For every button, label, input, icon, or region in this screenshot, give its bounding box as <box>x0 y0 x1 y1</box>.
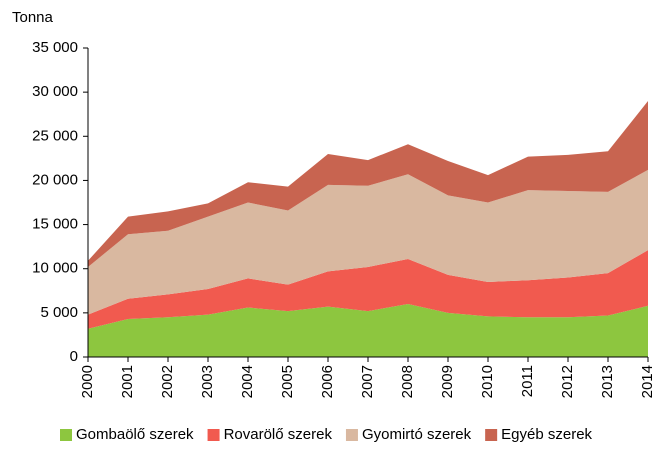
area <box>88 304 648 357</box>
x-tick-label: 2012 <box>559 365 576 398</box>
area <box>88 250 648 329</box>
x-tick-label: 2003 <box>199 365 216 398</box>
x-tick-label: 2007 <box>359 365 376 398</box>
y-tick-label: 5 000 <box>40 304 78 321</box>
x-tick-label: 2004 <box>239 365 256 398</box>
legend-label: Rovarölő szerek <box>224 426 333 443</box>
x-tick-label: 2010 <box>479 365 496 398</box>
x-tick-label: 2005 <box>279 365 296 398</box>
y-tick-label: 15 000 <box>32 216 78 233</box>
legend-swatch <box>60 429 72 441</box>
x-tick-label: 2000 <box>79 365 96 398</box>
x-tick-label: 2001 <box>119 365 136 398</box>
x-tick-label: 2009 <box>439 365 456 398</box>
y-tick-label: 0 <box>70 348 78 365</box>
y-tick-label: 10 000 <box>32 260 78 277</box>
y-tick-label: 30 000 <box>32 83 78 100</box>
legend-swatch <box>485 429 498 441</box>
x-tick-label: 2008 <box>399 365 416 398</box>
x-tick-label: 2006 <box>319 365 336 398</box>
area <box>88 169 648 315</box>
x-tick-label: 2011 <box>519 365 536 397</box>
area <box>88 100 648 267</box>
legend-label: Gyomirtó szerek <box>362 426 472 443</box>
x-tick-label: 2014 <box>639 365 656 398</box>
y-tick-label: 35 000 <box>32 39 78 56</box>
x-tick-label: 2013 <box>599 365 616 398</box>
legend-label: Egyéb szerek <box>501 426 592 443</box>
y-axis-label: Tonna <box>12 9 54 26</box>
legend-swatch <box>345 429 358 441</box>
y-tick-label: 20 000 <box>32 171 78 188</box>
y-tick-label: 25 000 <box>32 127 78 144</box>
legend-swatch <box>207 429 220 441</box>
x-tick-label: 2002 <box>159 365 176 398</box>
legend-label: Gombaölő szerek <box>76 426 194 443</box>
